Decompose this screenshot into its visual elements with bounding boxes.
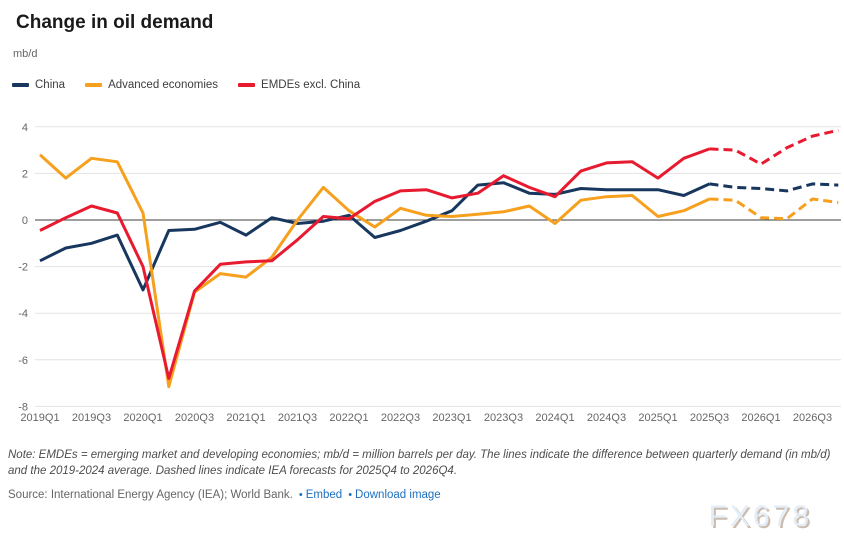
svg-text:2023Q1: 2023Q1 (432, 412, 471, 424)
legend-item-china: China (12, 79, 65, 91)
svg-text:2019Q1: 2019Q1 (20, 412, 59, 424)
download-image-link[interactable]: Download image (355, 488, 441, 501)
chart-note: Note: EMDEs = emerging market and develo… (8, 448, 831, 478)
svg-text:-8: -8 (18, 401, 28, 413)
svg-text:0: 0 (22, 215, 28, 227)
svg-text:2021Q3: 2021Q3 (278, 412, 317, 424)
svg-text:-2: -2 (18, 262, 28, 274)
svg-text:2020Q3: 2020Q3 (175, 412, 214, 424)
embed-link[interactable]: Embed (305, 488, 343, 501)
svg-text:2024Q3: 2024Q3 (587, 412, 626, 424)
page-title: Change in oil demand (16, 12, 214, 33)
svg-text:-6: -6 (18, 355, 28, 367)
svg-text:2: 2 (22, 168, 28, 180)
svg-text:-4: -4 (18, 308, 28, 320)
link-bullet: • (298, 488, 303, 501)
svg-text:2025Q1: 2025Q1 (638, 412, 677, 424)
svg-text:4: 4 (22, 122, 28, 134)
china-line-swatch (12, 83, 29, 87)
svg-text:2025Q3: 2025Q3 (690, 412, 729, 424)
svg-text:2023Q3: 2023Q3 (484, 412, 523, 424)
chart-legend: China Advanced economies EMDEs excl. Chi… (12, 79, 380, 91)
svg-text:2024Q1: 2024Q1 (535, 412, 574, 424)
svg-text:2026Q1: 2026Q1 (741, 412, 780, 424)
legend-label-advanced-economies: Advanced economies (108, 79, 219, 91)
axis-units-label: mb/d (13, 48, 38, 60)
advanced-economies-line-swatch (85, 83, 103, 87)
fx678-watermark: FX678 (708, 500, 812, 533)
legend-label-china: China (35, 79, 66, 91)
legend-item-emdes: EMDEs excl. China (238, 79, 360, 91)
legend-label-emdes: EMDEs excl. China (261, 79, 361, 91)
svg-text:2022Q3: 2022Q3 (381, 412, 420, 424)
svg-text:2026Q3: 2026Q3 (793, 412, 832, 424)
legend-item-advanced-economies: Advanced economies (85, 79, 218, 91)
emdes-line-swatch (238, 83, 256, 87)
chart-source: Source: International Energy Agency (IEA… (8, 489, 838, 501)
svg-text:2022Q1: 2022Q1 (329, 412, 368, 424)
link-bullet: • (348, 488, 353, 501)
svg-text:2019Q3: 2019Q3 (72, 412, 111, 424)
svg-text:2021Q1: 2021Q1 (226, 412, 265, 424)
source-text: Source: International Energy Agency (IEA… (8, 488, 293, 501)
svg-text:2020Q1: 2020Q1 (123, 412, 162, 424)
